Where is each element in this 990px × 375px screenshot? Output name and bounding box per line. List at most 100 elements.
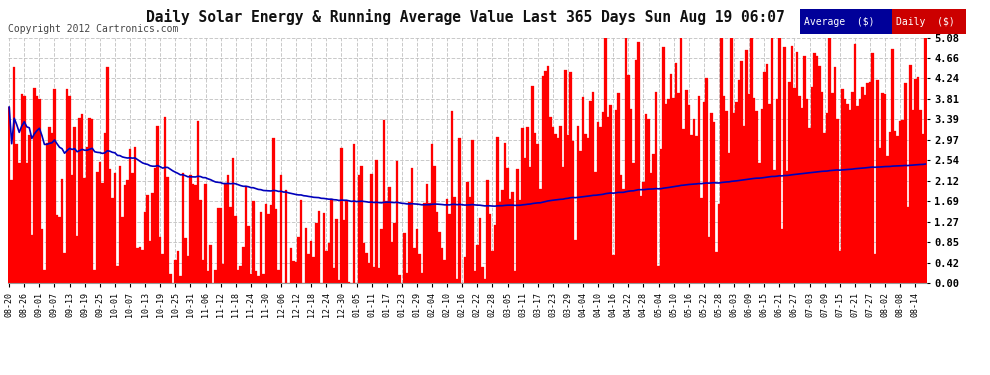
Bar (132, 173, 134, 283)
Bar (297, 237, 300, 283)
Bar (292, 261, 295, 283)
Bar (357, 174, 360, 283)
Bar (786, 171, 788, 283)
Bar (675, 63, 677, 283)
Bar (362, 243, 365, 283)
Bar (816, 56, 819, 283)
Bar (796, 53, 798, 283)
Bar (539, 189, 542, 283)
Bar (403, 233, 406, 283)
Bar (672, 98, 675, 283)
Bar (884, 94, 886, 283)
Bar (124, 185, 126, 283)
Bar (257, 276, 259, 283)
Bar (783, 47, 786, 283)
Bar (491, 251, 494, 283)
Bar (582, 97, 584, 283)
Bar (914, 79, 917, 283)
Bar (99, 162, 101, 283)
Bar (572, 141, 574, 283)
Bar (277, 270, 280, 283)
Bar (713, 122, 715, 283)
Bar (161, 254, 164, 283)
Bar (129, 148, 132, 283)
Bar (781, 230, 783, 283)
Bar (881, 93, 884, 283)
Bar (93, 270, 96, 283)
Bar (834, 67, 836, 283)
Bar (44, 270, 46, 283)
Bar (851, 92, 853, 283)
Bar (733, 113, 736, 283)
Bar (421, 273, 424, 283)
Bar (308, 254, 310, 283)
Bar (189, 175, 192, 283)
Bar (424, 203, 426, 283)
Bar (156, 126, 159, 283)
Bar (919, 110, 922, 283)
Bar (83, 178, 86, 283)
Bar (821, 92, 824, 283)
Bar (368, 263, 370, 283)
Bar (599, 127, 602, 283)
Bar (736, 102, 738, 283)
Bar (605, 38, 607, 283)
Bar (517, 169, 519, 283)
Bar (164, 117, 166, 283)
Bar (755, 111, 758, 283)
Bar (846, 104, 848, 283)
Bar (166, 177, 169, 283)
Bar (569, 72, 572, 283)
Bar (501, 190, 504, 283)
Bar (904, 83, 907, 283)
Bar (346, 201, 347, 283)
Bar (119, 166, 121, 283)
Bar (248, 226, 249, 283)
Bar (886, 156, 889, 283)
Bar (473, 272, 476, 283)
Bar (269, 206, 272, 283)
Bar (39, 99, 41, 283)
Bar (11, 180, 13, 283)
Bar (230, 207, 232, 283)
Bar (544, 71, 546, 283)
Bar (471, 140, 473, 283)
Bar (209, 244, 212, 283)
Bar (577, 126, 579, 283)
Bar (693, 119, 695, 283)
Bar (126, 180, 129, 283)
Bar (489, 214, 491, 283)
Bar (551, 127, 554, 283)
Bar (874, 254, 876, 283)
Bar (217, 208, 220, 283)
Bar (806, 99, 809, 283)
Bar (267, 214, 269, 283)
Bar (700, 198, 703, 283)
Bar (617, 93, 620, 283)
Bar (574, 240, 577, 283)
Bar (615, 110, 617, 283)
Bar (532, 86, 534, 283)
Bar (466, 182, 468, 283)
Bar (235, 216, 237, 283)
Bar (328, 243, 330, 283)
Bar (315, 223, 318, 283)
Bar (290, 249, 292, 283)
Bar (148, 241, 151, 283)
Bar (715, 252, 718, 283)
Bar (643, 182, 644, 283)
Bar (659, 149, 662, 283)
Bar (88, 117, 91, 283)
Bar (708, 237, 710, 283)
Bar (408, 202, 411, 283)
Bar (612, 255, 615, 283)
Bar (506, 168, 509, 283)
Bar (665, 104, 667, 283)
Bar (667, 99, 670, 283)
Bar (285, 190, 287, 283)
Bar (788, 82, 791, 283)
Bar (592, 92, 594, 283)
Bar (63, 253, 65, 283)
Bar (750, 38, 753, 283)
Bar (434, 166, 436, 283)
